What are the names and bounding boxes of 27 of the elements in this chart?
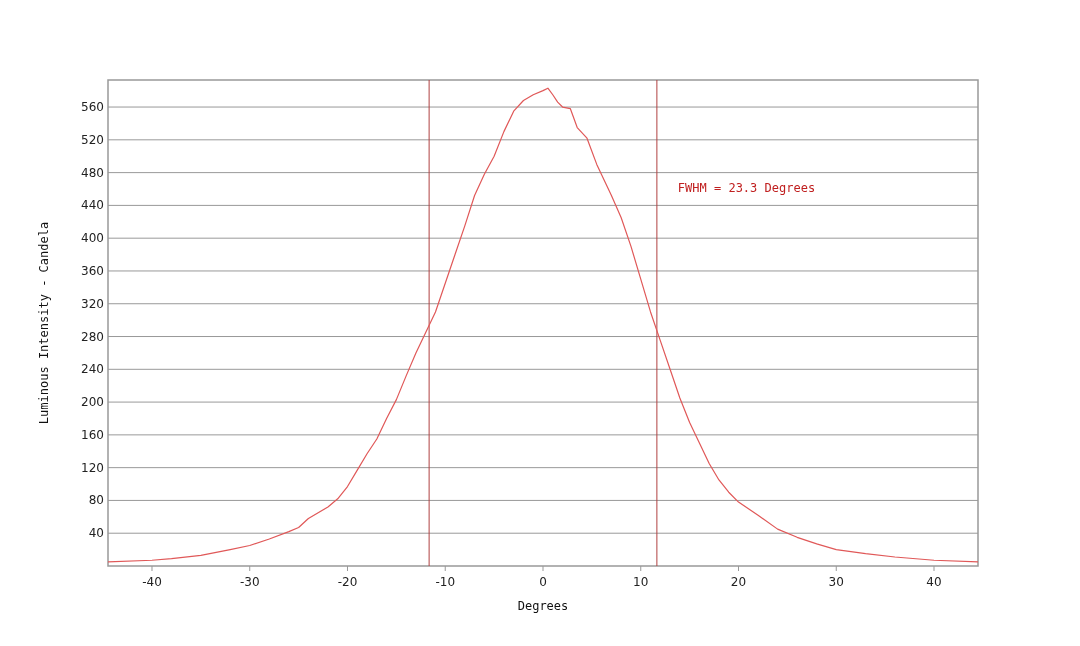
y-tick-label: 480	[81, 165, 104, 180]
y-tick-label: 160	[81, 427, 104, 442]
y-tick-label: 560	[81, 100, 104, 115]
x-tick-label: -30	[239, 575, 260, 589]
x-tick-label: -20	[337, 575, 358, 589]
y-tick-label: 120	[81, 460, 104, 475]
y-tick-label: 40	[88, 526, 104, 541]
x-tick-label: -40	[142, 575, 162, 589]
y-tick-label: 280	[81, 329, 104, 344]
x-tick-label: 40	[926, 575, 942, 589]
y-tick-label: 520	[81, 132, 104, 147]
y-tick-label: 400	[81, 231, 104, 246]
line-series	[107, 87, 979, 563]
x-tick-label: 0	[539, 575, 547, 589]
x-tick-label: -10	[435, 575, 456, 589]
y-tick-label: 200	[81, 395, 104, 410]
annotation: FWHM = 23.3 Degrees	[677, 180, 816, 195]
x-tick-label: 10	[633, 575, 649, 589]
y-axis-title: Luminous Intensity - Candela	[37, 221, 51, 425]
x-tick-label: 20	[730, 575, 747, 589]
y-tick-label: 440	[81, 198, 104, 213]
y-tick-label: 240	[81, 362, 104, 377]
y-tick-label: 80	[88, 493, 104, 508]
y-tick-label: 360	[81, 263, 104, 278]
x-axis-title: Degrees	[517, 599, 569, 613]
y-tick-label: 320	[81, 296, 104, 311]
x-tick-label: 30	[828, 575, 844, 589]
